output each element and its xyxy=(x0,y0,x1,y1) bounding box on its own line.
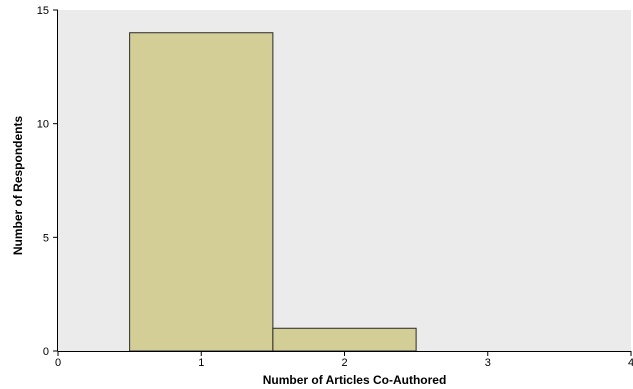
y-tick-label: 10 xyxy=(37,119,49,131)
y-tick-label: 0 xyxy=(43,346,49,358)
histogram-bar xyxy=(129,32,274,352)
y-ticks-group: 0 5 10 15 xyxy=(37,5,58,358)
bars-group xyxy=(129,32,417,352)
x-axis-title: Number of Articles Co-Authored xyxy=(263,373,447,387)
x-tick-label: 3 xyxy=(485,357,491,369)
y-tick-label: 5 xyxy=(43,232,49,244)
x-tick-label: 2 xyxy=(341,357,347,369)
x-tick-label: 0 xyxy=(55,357,61,369)
x-tick-label: 1 xyxy=(198,357,204,369)
y-axis-title: Number of Respondents xyxy=(11,116,25,256)
histogram-bar xyxy=(272,327,417,352)
y-tick-label: 15 xyxy=(37,5,49,17)
x-tick-label: 4 xyxy=(628,357,633,369)
x-ticks-group: 0 1 2 3 4 xyxy=(55,351,633,369)
